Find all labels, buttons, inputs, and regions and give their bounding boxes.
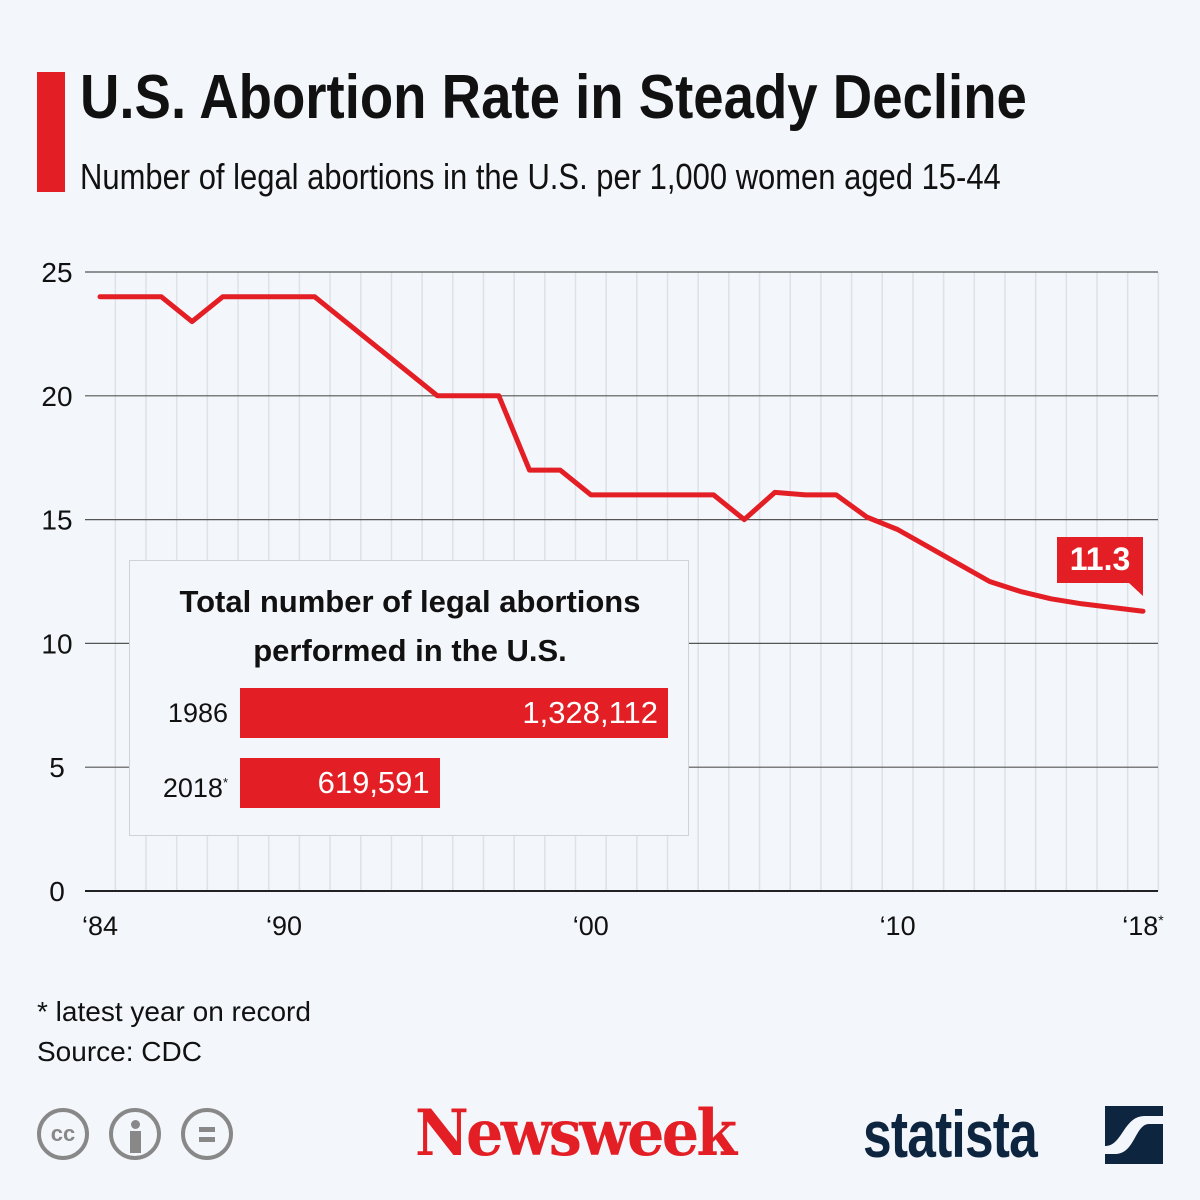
- bar-category: 1986: [167, 698, 228, 728]
- newsweek-logo[interactable]: Newsweek: [415, 1096, 737, 1171]
- cc-text: cc: [50, 1121, 76, 1146]
- title-accent-bar: [37, 72, 65, 192]
- x-tick-label: ‘18*: [1122, 911, 1164, 941]
- cc-icon[interactable]: cc: [37, 1108, 89, 1160]
- bar-1986: 1,328,112: [240, 688, 668, 738]
- y-tick-label: 20: [41, 381, 72, 412]
- y-tick-label: 25: [41, 257, 72, 288]
- bar-2018: 619,591: [240, 758, 440, 808]
- no-derivatives-icon[interactable]: [181, 1108, 233, 1160]
- bar-category: 2018: [162, 773, 223, 803]
- y-tick-label: 10: [41, 628, 72, 659]
- y-tick-label: 15: [41, 505, 72, 536]
- bar-value-label: 1,328,112: [522, 695, 658, 730]
- page-subtitle: Number of legal abortions in the U.S. pe…: [80, 156, 1001, 197]
- x-tick-label: ‘84: [82, 911, 118, 941]
- footnote: * latest year on record: [37, 996, 311, 1027]
- bar-value-label: 619,591: [317, 765, 430, 800]
- y-tick-label: 0: [49, 876, 65, 907]
- x-tick-label: ‘10: [880, 911, 916, 941]
- page-title: U.S. Abortion Rate in Steady Decline: [80, 63, 1027, 132]
- bar-label-1986: 1986: [130, 688, 228, 738]
- annotation-callout: [1057, 537, 1143, 596]
- x-tick-label: ‘00: [573, 911, 609, 941]
- inset-title: Total number of legal abortions performe…: [179, 584, 641, 668]
- source: Source: CDC: [37, 1036, 202, 1067]
- annotation-label: 11.3: [1070, 541, 1131, 577]
- x-tick-label: ‘90: [266, 911, 302, 941]
- y-tick-label: 5: [49, 752, 65, 783]
- statista-logo[interactable]: statista: [863, 1097, 1038, 1171]
- rate-line: [97, 294, 1146, 614]
- bar-label-2018: 2018*: [130, 758, 228, 813]
- statista-mark-icon: [1105, 1106, 1163, 1164]
- asterisk: *: [222, 775, 228, 790]
- attribution-icon[interactable]: [109, 1108, 161, 1160]
- inset-bar-chart: Total number of legal abortions performe…: [129, 560, 689, 836]
